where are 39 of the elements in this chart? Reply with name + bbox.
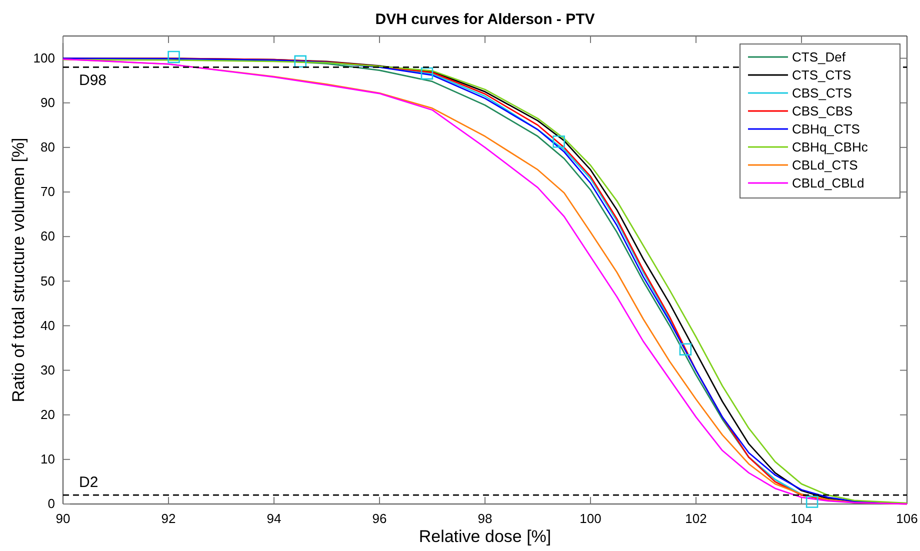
y-tick-label: 90	[40, 95, 55, 110]
x-tick-label: 94	[266, 511, 282, 526]
y-tick-label: 100	[33, 50, 55, 66]
point	[806, 496, 818, 508]
point	[552, 136, 565, 148]
y-tick-label: 10	[40, 452, 55, 467]
ref-line-label: D2	[79, 474, 98, 492]
legend-label: CBLd_CTS	[792, 158, 858, 172]
point	[679, 343, 692, 356]
y-tick-label: 50	[40, 273, 55, 288]
y-tick-label: 60	[40, 228, 55, 244]
legend-label: CBLd_CBLd	[792, 176, 864, 190]
x-tick-label: 106	[896, 511, 918, 526]
legend-label: CBS_CBS	[792, 104, 854, 118]
y-tick-label: 20	[40, 407, 55, 422]
x-tick-label: 102	[685, 511, 707, 526]
point	[420, 67, 434, 80]
legend-label: CBS_CTS	[792, 86, 852, 100]
y-axis-title: Ratio of total structure volumen [%]	[9, 138, 28, 402]
x-tick-label: 100	[580, 511, 602, 526]
x-tick-label: 92	[161, 511, 176, 526]
y-tick-label: 80	[40, 140, 55, 155]
x-tick-label: 98	[478, 511, 492, 526]
x-tick-label: 104	[790, 511, 812, 526]
x-tick-label: 96	[372, 511, 387, 526]
x-tick-label: 90	[56, 511, 70, 526]
point	[168, 50, 180, 64]
legend-label: CTS_CTS	[792, 68, 852, 82]
chart-title: DVH curves for Alderson - PTV	[375, 11, 595, 28]
legend-label: CBHq_CTS	[792, 122, 860, 136]
legend-label: CTS_Def	[792, 50, 846, 64]
x-axis-title: Relative dose [%]	[418, 527, 552, 546]
legend-label: CBHq_CBHc	[792, 140, 868, 154]
y-tick-label: 0	[48, 496, 55, 512]
y-tick-label: 40	[40, 318, 55, 333]
y-tick-label: 70	[40, 184, 55, 200]
ref-line-label: D98	[79, 72, 107, 90]
point	[294, 55, 306, 68]
y-tick-label: 30	[40, 362, 55, 378]
